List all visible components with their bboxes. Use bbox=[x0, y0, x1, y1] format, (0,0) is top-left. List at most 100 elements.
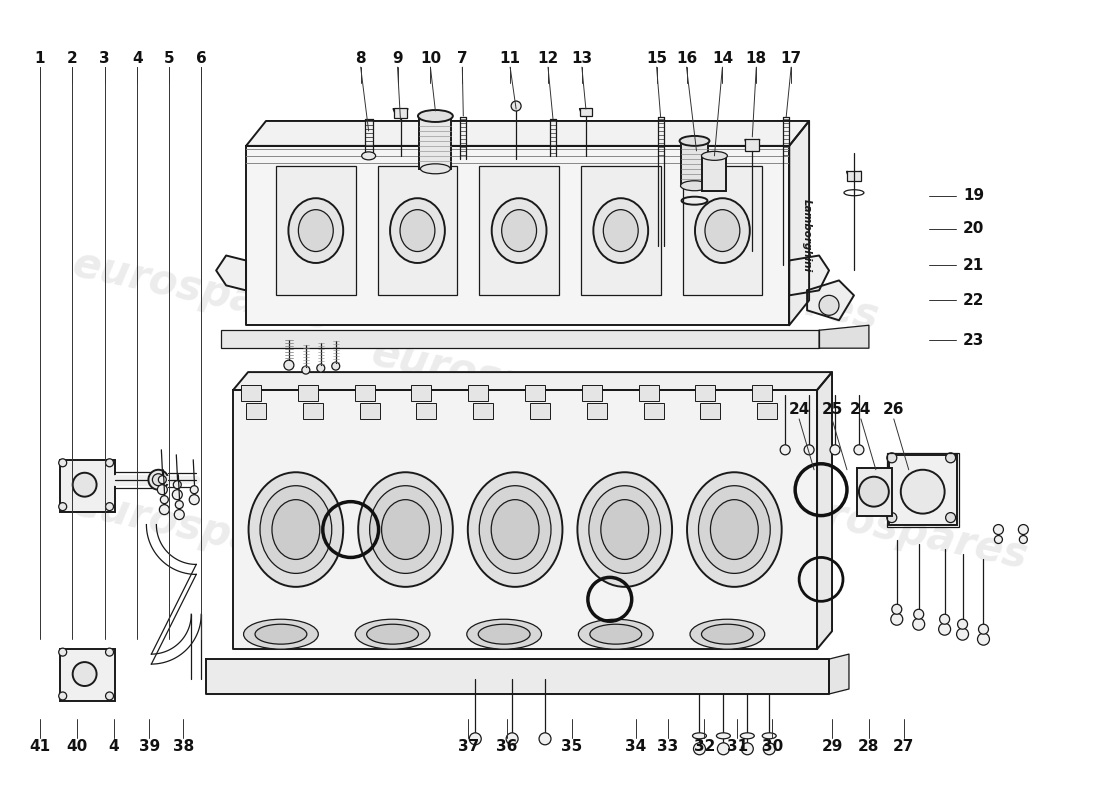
Circle shape bbox=[1019, 525, 1028, 534]
Ellipse shape bbox=[702, 151, 727, 160]
Bar bbox=[644, 403, 663, 419]
Text: 31: 31 bbox=[727, 739, 748, 754]
Text: 24: 24 bbox=[850, 402, 871, 418]
Text: 27: 27 bbox=[893, 739, 914, 754]
Ellipse shape bbox=[716, 733, 730, 739]
Ellipse shape bbox=[390, 198, 444, 263]
Ellipse shape bbox=[255, 624, 307, 644]
Text: 12: 12 bbox=[538, 50, 559, 66]
Text: 34: 34 bbox=[625, 739, 647, 754]
Circle shape bbox=[891, 614, 903, 626]
Bar bbox=[701, 403, 721, 419]
Circle shape bbox=[780, 445, 790, 455]
Circle shape bbox=[301, 366, 310, 374]
Text: 35: 35 bbox=[561, 739, 583, 754]
Circle shape bbox=[741, 743, 754, 754]
Circle shape bbox=[160, 505, 169, 514]
Ellipse shape bbox=[601, 500, 649, 559]
Text: 5: 5 bbox=[164, 50, 175, 66]
Circle shape bbox=[913, 618, 925, 630]
Circle shape bbox=[470, 733, 481, 745]
Text: 19: 19 bbox=[962, 188, 984, 203]
Ellipse shape bbox=[579, 619, 653, 649]
Circle shape bbox=[175, 501, 184, 509]
Bar bbox=[752, 385, 772, 401]
Circle shape bbox=[106, 692, 113, 700]
Ellipse shape bbox=[420, 164, 450, 174]
Text: eurospares: eurospares bbox=[766, 482, 1032, 578]
Text: 29: 29 bbox=[822, 739, 843, 754]
Text: 32: 32 bbox=[694, 739, 715, 754]
Text: 36: 36 bbox=[496, 739, 518, 754]
Bar bbox=[480, 166, 559, 295]
Bar bbox=[847, 170, 861, 181]
Text: 18: 18 bbox=[746, 50, 767, 66]
Ellipse shape bbox=[366, 624, 418, 644]
Circle shape bbox=[506, 733, 518, 745]
Text: 3: 3 bbox=[99, 50, 110, 66]
Circle shape bbox=[854, 445, 864, 455]
Bar bbox=[530, 403, 550, 419]
Text: 10: 10 bbox=[420, 50, 441, 66]
Circle shape bbox=[157, 485, 167, 494]
Ellipse shape bbox=[355, 619, 430, 649]
Bar bbox=[360, 403, 379, 419]
Ellipse shape bbox=[590, 624, 641, 644]
Polygon shape bbox=[817, 372, 832, 649]
Bar bbox=[703, 156, 726, 190]
Ellipse shape bbox=[492, 500, 539, 559]
Ellipse shape bbox=[502, 210, 537, 251]
Circle shape bbox=[73, 662, 97, 686]
Ellipse shape bbox=[688, 472, 782, 587]
Circle shape bbox=[887, 453, 896, 462]
Bar bbox=[887, 453, 958, 526]
Bar bbox=[695, 385, 715, 401]
Circle shape bbox=[173, 490, 183, 500]
Bar bbox=[889, 455, 957, 525]
Circle shape bbox=[830, 445, 840, 455]
Circle shape bbox=[190, 486, 198, 494]
Text: 4: 4 bbox=[132, 50, 143, 66]
Text: 25: 25 bbox=[822, 402, 843, 418]
Text: 2: 2 bbox=[66, 50, 77, 66]
Text: 30: 30 bbox=[761, 739, 783, 754]
Text: 20: 20 bbox=[962, 221, 984, 236]
Text: 21: 21 bbox=[962, 258, 984, 273]
Bar bbox=[473, 403, 493, 419]
Circle shape bbox=[887, 513, 896, 522]
Circle shape bbox=[106, 458, 113, 466]
Polygon shape bbox=[807, 281, 854, 320]
Text: eurospares: eurospares bbox=[68, 482, 334, 578]
Ellipse shape bbox=[762, 733, 777, 739]
Circle shape bbox=[717, 743, 729, 754]
Ellipse shape bbox=[588, 486, 661, 574]
Polygon shape bbox=[820, 326, 869, 348]
Circle shape bbox=[58, 648, 67, 656]
Polygon shape bbox=[206, 659, 829, 694]
Circle shape bbox=[763, 743, 776, 754]
Circle shape bbox=[978, 633, 990, 645]
Ellipse shape bbox=[466, 619, 541, 649]
Ellipse shape bbox=[603, 210, 638, 251]
Text: 16: 16 bbox=[675, 50, 697, 66]
Ellipse shape bbox=[512, 101, 521, 111]
Text: 7: 7 bbox=[456, 50, 468, 66]
Bar bbox=[581, 166, 661, 295]
Bar bbox=[394, 108, 407, 118]
Text: eurospares: eurospares bbox=[367, 332, 634, 428]
Ellipse shape bbox=[400, 210, 434, 251]
Bar bbox=[302, 403, 322, 419]
Text: 33: 33 bbox=[657, 739, 679, 754]
Ellipse shape bbox=[382, 500, 429, 559]
Circle shape bbox=[939, 614, 949, 624]
Text: 1: 1 bbox=[34, 50, 45, 66]
Bar bbox=[276, 166, 355, 295]
Circle shape bbox=[153, 474, 164, 486]
Ellipse shape bbox=[298, 210, 333, 251]
Circle shape bbox=[284, 360, 294, 370]
Bar bbox=[354, 385, 375, 401]
Circle shape bbox=[539, 733, 551, 745]
Bar bbox=[582, 385, 602, 401]
Circle shape bbox=[106, 648, 113, 656]
Circle shape bbox=[174, 510, 185, 519]
